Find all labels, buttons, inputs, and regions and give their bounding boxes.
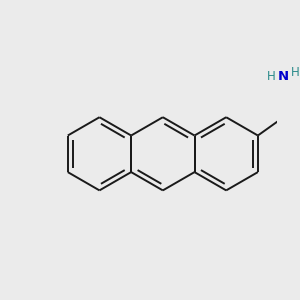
Text: H: H [291, 66, 300, 79]
Text: H: H [267, 70, 276, 83]
Text: N: N [278, 70, 289, 83]
Polygon shape [280, 86, 287, 117]
